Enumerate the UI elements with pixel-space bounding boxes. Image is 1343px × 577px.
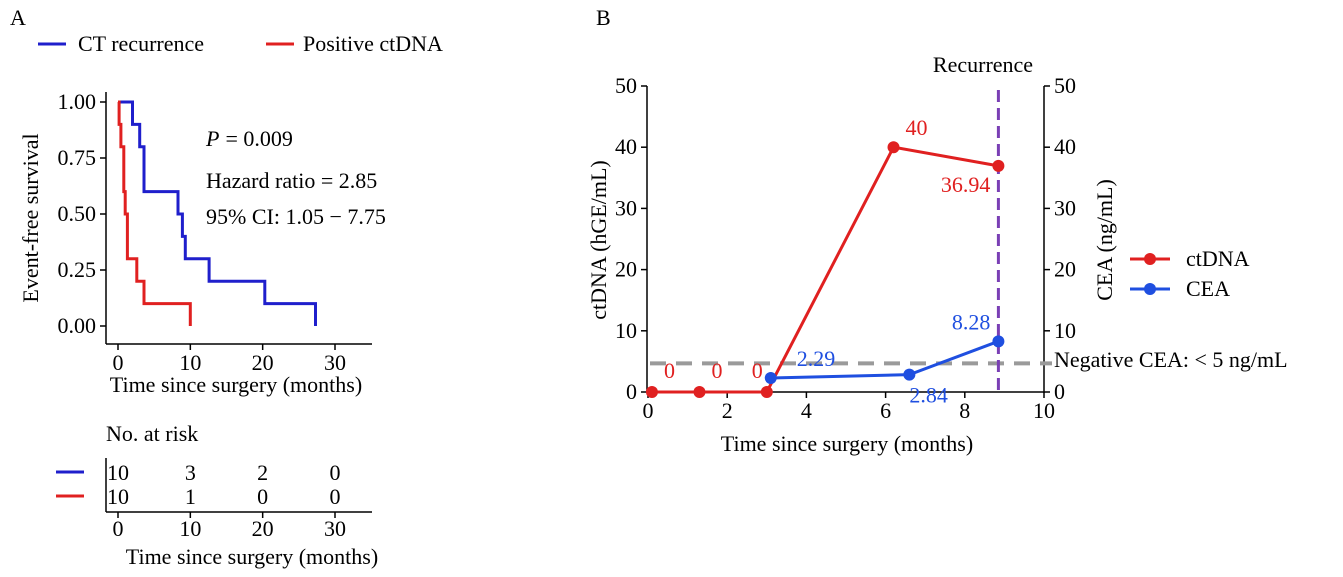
y-tick-label-right-b: 50: [1054, 73, 1076, 98]
risk-cell-positive-ctdna: 0: [330, 484, 341, 509]
legend-marker-ctdna: [1144, 253, 1156, 265]
risk-table: No. at risk 10 3 2 010 1 0 0 0 10 20 30 Time sinc…: [56, 421, 378, 569]
y-tick-label-left-b: 20: [615, 257, 637, 282]
data-label-ctdna: 36.94: [941, 172, 991, 197]
x-axis-label-b: Time since surgery (months): [721, 431, 973, 456]
panel-label-b: B: [596, 5, 611, 30]
risk-cell-ct-recurrence: 2: [257, 460, 268, 485]
km-curve-positive-ctdna: [117, 100, 192, 326]
y-tick-label-left-b: 50: [615, 73, 637, 98]
data-label-ctdna: 0: [664, 358, 675, 383]
y-tick-label-right-b: 30: [1054, 195, 1076, 220]
y-tick-label-a: 0.25: [58, 257, 97, 282]
y-tick-label-a: 0.75: [58, 145, 97, 170]
panel-a: A CT recurrence Positive ctDNA 0.000.250…: [10, 5, 443, 569]
y-tick-label-right-b: 40: [1054, 134, 1076, 159]
x-ticks-a: 0 10 20 30: [113, 344, 346, 375]
stats-annotation: P = 0.009 Hazard ratio = 2.85 95% CI: 1.0…: [205, 126, 386, 229]
x-tick-label-b: 10: [1033, 398, 1055, 423]
panel-b-series: 0 0 0 40 36.94 2.29 2.84 8.28: [645, 115, 1005, 408]
data-label-cea: 2.84: [909, 383, 948, 408]
x-tick-label-b: 2: [722, 398, 733, 423]
risk-cell-ct-recurrence: 3: [185, 460, 196, 485]
risk-cell-positive-ctdna: 0: [257, 484, 268, 509]
y-tick-label-a: 0.00: [58, 313, 97, 338]
data-point-cea: [992, 335, 1005, 348]
y-tick-label-left-b: 10: [615, 318, 637, 343]
data-label-ctdna: 0: [752, 358, 763, 383]
p-value-text: P = 0.009: [205, 126, 293, 151]
y-axis-label-b: ctDNA (hGE/mL): [586, 160, 611, 319]
recurrence-label: Recurrence: [933, 52, 1033, 77]
x-tick-label-b: 8: [959, 398, 970, 423]
km-curve-ct-recurrence: [118, 100, 317, 326]
risk-x-tick-label: 10: [179, 516, 201, 541]
y-ticks-right-b: 0 10 20 30 40 50: [1044, 73, 1076, 404]
data-label-cea: 2.29: [797, 346, 836, 371]
risk-cell-positive-ctdna: 10: [107, 484, 129, 509]
threshold-label: Negative CEA: < 5 ng/mL: [1054, 347, 1288, 372]
y-ticks-a: 0.00 0.25 0.50 0.75 1.00: [58, 89, 106, 338]
data-point-cea: [764, 371, 777, 384]
legend-a: CT recurrence Positive ctDNA: [38, 31, 443, 56]
risk-x-tick-label: 20: [252, 516, 274, 541]
hazard-ratio-text: Hazard ratio = 2.85: [206, 168, 377, 193]
x-tick-label-a: 10: [179, 350, 201, 375]
data-point-ctdna: [693, 386, 706, 398]
data-label-cea: 8.28: [952, 309, 991, 334]
risk-x-tick-label: 0: [113, 516, 124, 541]
y-tick-label-right-b: 20: [1054, 257, 1076, 282]
y-axis-label-a: Event-free survival: [18, 133, 43, 302]
legend-label-ctdna: ctDNA: [1186, 246, 1250, 271]
data-label-ctdna: 0: [711, 358, 722, 383]
y-tick-label-a: 0.50: [58, 201, 97, 226]
legend-label-positive-ctdna: Positive ctDNA: [303, 31, 443, 56]
km-curves: [117, 100, 317, 326]
y2-axis-label-b: CEA (ng/mL): [1092, 179, 1117, 301]
legend-label-cea: CEA: [1186, 276, 1230, 301]
data-point-ctdna: [645, 386, 658, 398]
x-ticks-b: 0 2 4 6 8 10: [643, 392, 1055, 423]
reference-lines: [650, 90, 1052, 392]
panel-label-a: A: [10, 5, 26, 30]
risk-cell-ct-recurrence: 10: [107, 460, 129, 485]
x-tick-label-b: 4: [801, 398, 812, 423]
ci-text: 95% CI: 1.05 − 7.75: [206, 204, 386, 229]
data-point-ctdna: [992, 159, 1005, 172]
data-label-ctdna: 40: [906, 115, 928, 140]
data-point-ctdna: [760, 386, 773, 398]
y-tick-label-left-b: 40: [615, 134, 637, 159]
x-tick-label-a: 30: [324, 350, 346, 375]
y-tick-label-right-b: 0: [1054, 379, 1065, 404]
legend-label-ct-recurrence: CT recurrence: [78, 31, 204, 56]
x-tick-label-b: 0: [643, 398, 654, 423]
p-label: P: [205, 126, 219, 151]
risk-x-ticks: 0 10 20 30: [113, 512, 346, 541]
x-tick-label-b: 6: [880, 398, 891, 423]
x-tick-label-a: 0: [113, 350, 124, 375]
x-tick-label-a: 20: [252, 350, 274, 375]
risk-cells: 10 3 2 010 1 0 0: [107, 460, 341, 509]
risk-cell-positive-ctdna: 1: [185, 484, 196, 509]
data-point-ctdna: [887, 141, 900, 154]
y-tick-label-left-b: 0: [626, 379, 637, 404]
risk-x-axis-label: Time since surgery (months): [126, 544, 378, 569]
risk-cell-ct-recurrence: 0: [330, 460, 341, 485]
risk-table-title: No. at risk: [106, 421, 198, 446]
y-tick-label-left-b: 30: [615, 195, 637, 220]
y-tick-label-a: 1.00: [58, 89, 97, 114]
y-tick-label-right-b: 10: [1054, 318, 1076, 343]
risk-x-tick-label: 30: [324, 516, 346, 541]
p-value: = 0.009: [225, 126, 292, 151]
data-point-cea: [903, 368, 916, 381]
y-ticks-left-b: 0 10 20 30 40 50: [615, 73, 647, 404]
legend-marker-cea: [1144, 283, 1156, 295]
x-axis-label-a: Time since surgery (months): [110, 372, 362, 397]
legend-b: ctDNA CEA: [1130, 246, 1250, 301]
